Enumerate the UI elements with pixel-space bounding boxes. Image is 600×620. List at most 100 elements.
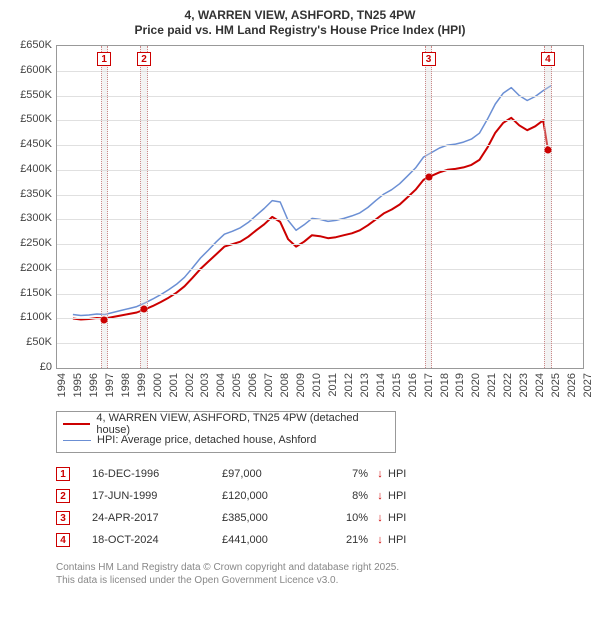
marker-number-box: 4 xyxy=(541,52,555,66)
price-point-dot xyxy=(101,316,108,323)
x-tick-label: 1998 xyxy=(120,373,132,397)
transaction-delta: 7% xyxy=(322,468,372,480)
transaction-delta: 10% xyxy=(322,512,372,524)
transaction-price: £385,000 xyxy=(222,512,322,524)
transaction-price: £120,000 xyxy=(222,490,322,502)
x-tick-label: 2000 xyxy=(152,373,164,397)
gridline xyxy=(57,318,583,319)
x-tick-label: 1999 xyxy=(136,373,148,397)
y-tick-label: £100K xyxy=(20,311,52,323)
gridline xyxy=(57,195,583,196)
x-tick-label: 2015 xyxy=(391,373,403,397)
down-arrow-icon: ↓ xyxy=(372,490,388,502)
y-tick-label: £600K xyxy=(20,64,52,76)
marker-band xyxy=(140,46,147,368)
down-arrow-icon: ↓ xyxy=(372,512,388,524)
transaction-marker: 2 xyxy=(56,489,70,503)
y-tick-label: £350K xyxy=(20,188,52,200)
x-tick-label: 2011 xyxy=(327,373,339,397)
transaction-delta: 21% xyxy=(322,534,372,546)
transaction-vs-label: HPI xyxy=(388,468,428,480)
price-point-dot xyxy=(141,305,148,312)
x-tick-label: 2025 xyxy=(550,373,562,397)
x-tick-label: 2009 xyxy=(295,373,307,397)
transaction-row: 1 16-DEC-1996£97,0007%↓HPI xyxy=(56,463,588,485)
marker-number-box: 1 xyxy=(97,52,111,66)
gridline xyxy=(57,244,583,245)
chart-title-desc: Price paid vs. HM Land Registry's House … xyxy=(12,23,588,37)
transaction-date: 16-DEC-1996 xyxy=(92,468,222,480)
x-tick-label: 2005 xyxy=(231,373,243,397)
legend-swatch xyxy=(63,423,90,425)
chart-legend: 4, WARREN VIEW, ASHFORD, TN25 4PW (detac… xyxy=(56,411,396,453)
x-tick-label: 2023 xyxy=(518,373,530,397)
x-tick-label: 2017 xyxy=(423,373,435,397)
y-tick-label: £400K xyxy=(20,163,52,175)
transaction-marker: 1 xyxy=(56,467,70,481)
x-tick-label: 2013 xyxy=(359,373,371,397)
footer-line2: This data is licensed under the Open Gov… xyxy=(56,574,588,587)
y-axis: £0£50K£100K£150K£200K£250K£300K£350K£400… xyxy=(12,45,56,369)
transaction-row: 217-JUN-1999£120,0008%↓HPI xyxy=(56,485,588,507)
transaction-row: 418-OCT-2024£441,00021%↓HPI xyxy=(56,529,588,551)
transaction-date: 17-JUN-1999 xyxy=(92,490,222,502)
gridline xyxy=(57,145,583,146)
y-tick-label: £200K xyxy=(20,262,52,274)
transactions-table: 116-DEC-1996£97,0007%↓HPI217-JUN-1999£12… xyxy=(56,463,588,551)
x-tick-label: 2008 xyxy=(279,373,291,397)
y-tick-label: £500K xyxy=(20,113,52,125)
marker-band xyxy=(425,46,432,368)
marker-number-box: 3 xyxy=(422,52,436,66)
transaction-vs-label: HPI xyxy=(388,512,428,524)
x-tick-label: 2004 xyxy=(215,373,227,397)
marker-number-box: 2 xyxy=(137,52,151,66)
chart-area: £0£50K£100K£150K£200K£250K£300K£350K£400… xyxy=(12,45,588,405)
x-tick-label: 2006 xyxy=(247,373,259,397)
chart-container: 4, WARREN VIEW, ASHFORD, TN25 4PW Price … xyxy=(0,0,600,620)
x-tick-label: 1997 xyxy=(104,373,116,397)
x-tick-label: 2021 xyxy=(486,373,498,397)
x-tick-label: 2016 xyxy=(407,373,419,397)
legend-item: 4, WARREN VIEW, ASHFORD, TN25 4PW (detac… xyxy=(63,416,389,432)
x-tick-label: 2012 xyxy=(343,373,355,397)
x-axis: 1994199519961997199819992000200120022003… xyxy=(56,369,584,405)
transaction-row: 3 24-APR-2017£385,00010%↓HPI xyxy=(56,507,588,529)
x-tick-label: 2027 xyxy=(582,373,594,397)
price-point-dot xyxy=(544,146,551,153)
down-arrow-icon: ↓ xyxy=(372,468,388,480)
y-tick-label: £550K xyxy=(20,89,52,101)
transaction-date: 24-APR-2017 xyxy=(92,512,222,524)
transaction-marker: 4 xyxy=(56,533,70,547)
footer-line1: Contains HM Land Registry data © Crown c… xyxy=(56,561,588,574)
y-tick-label: £0 xyxy=(40,361,52,373)
x-tick-label: 2020 xyxy=(470,373,482,397)
x-tick-label: 2019 xyxy=(454,373,466,397)
gridline xyxy=(57,269,583,270)
chart-title-address: 4, WARREN VIEW, ASHFORD, TN25 4PW xyxy=(12,8,588,22)
legend-label: 4, WARREN VIEW, ASHFORD, TN25 4PW (detac… xyxy=(96,412,389,436)
legend-swatch xyxy=(63,440,91,441)
x-tick-label: 2002 xyxy=(184,373,196,397)
x-tick-label: 2007 xyxy=(263,373,275,397)
y-tick-label: £150K xyxy=(20,287,52,299)
gridline xyxy=(57,343,583,344)
y-tick-label: £250K xyxy=(20,237,52,249)
price-point-dot xyxy=(425,174,432,181)
transaction-vs-label: HPI xyxy=(388,534,428,546)
transaction-delta: 8% xyxy=(322,490,372,502)
x-tick-label: 1995 xyxy=(72,373,84,397)
y-tick-label: £650K xyxy=(20,39,52,51)
x-tick-label: 2024 xyxy=(534,373,546,397)
transaction-marker: 3 xyxy=(56,511,70,525)
gridline xyxy=(57,219,583,220)
transaction-price: £97,000 xyxy=(222,468,322,480)
gridline xyxy=(57,71,583,72)
legend-label: HPI: Average price, detached house, Ashf… xyxy=(97,434,316,446)
transaction-date: 18-OCT-2024 xyxy=(92,534,222,546)
y-tick-label: £300K xyxy=(20,212,52,224)
gridline xyxy=(57,96,583,97)
x-tick-label: 2026 xyxy=(566,373,578,397)
x-tick-label: 2022 xyxy=(502,373,514,397)
x-tick-label: 2001 xyxy=(168,373,180,397)
chart-lines-svg xyxy=(57,46,583,368)
